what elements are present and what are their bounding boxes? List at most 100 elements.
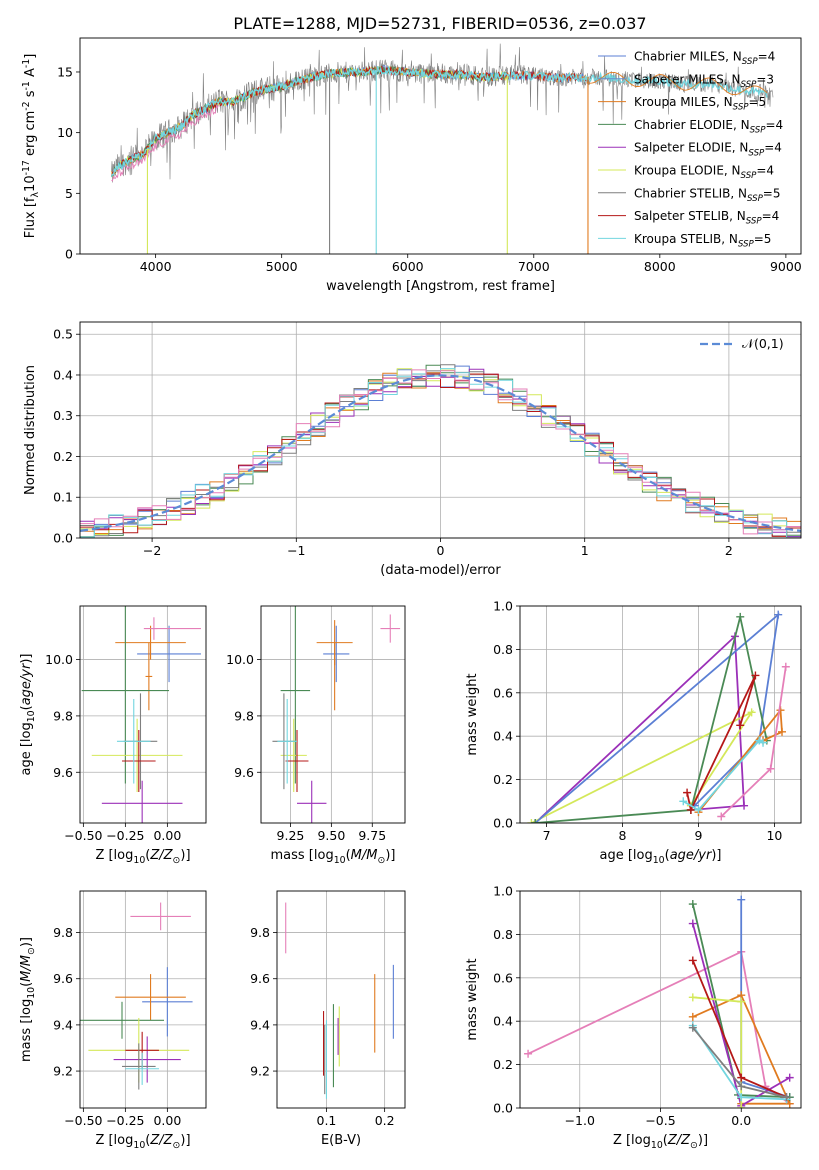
y-tick-label: 0.2 [53,449,73,464]
histogram-step-6 [80,373,801,537]
legend-label: Salpeter MILES, NSSP​=3 [634,72,774,90]
histogram-panel-plot-area [80,364,801,538]
x-axis-label: Z [log10​(Z/Z⊙​)] [95,848,190,866]
x-tick-label: 10 [766,828,782,843]
x-axis-label: age [log10​(age/yr)] [599,848,721,866]
figure-title: PLATE=1288, MJD=52731, FIBERID=0536, z=0… [233,14,646,33]
y-tick-label: 10 [57,125,73,140]
y-tick-label: 9.2 [53,1064,73,1079]
y-tick-label: 9.8 [53,708,73,723]
y-tick-label: 0.0 [493,816,513,831]
x-tick-label: 8 [619,828,627,843]
histogram-step-5 [80,364,801,537]
y-axis-label: mass [log10​(M/M⊙​)] [19,937,37,1062]
y-tick-label: 0.5 [53,327,73,342]
age-vs-Z-panel: −0.50 −0.25 0.00 9.6 9.8 10.0 Z [log10​(Z/Z⊙​)… [19,605,207,866]
y-tick-label: 0.6 [493,685,513,700]
y-tick-label: 9.2 [250,1064,270,1079]
y-tick-label: 9.4 [250,1017,270,1032]
plus-marker [683,788,692,797]
plus-marker [747,708,756,717]
x-axis-label: mass [log10​(M/M⊙​)] [271,848,396,866]
plus-marker [737,1104,746,1108]
mass-weight-vs-age-panel-overlay: 7 8 9 10 0.0 0.2 0.4 0.6 0.8 1.0 age [log10​(age/y… [465,599,802,866]
plus-marker [688,900,697,909]
y-tick-label: 9.8 [250,925,270,940]
gaussian-reference-line [80,374,801,532]
x-tick-label: −2 [143,543,161,558]
plus-marker [531,819,540,823]
age-vs-Z-panel-plot-area [81,606,201,823]
axes-frame [276,890,406,1109]
x-tick-label: 0.00 [153,828,181,843]
mass-weight-series-2 [534,612,780,823]
plus-marker [737,1093,746,1102]
y-tick-label: 0.4 [53,367,73,382]
axes-frame [260,605,406,824]
mass-weight-series-1 [740,899,790,1099]
plus-marker [688,1023,697,1032]
x-tick-label: 9000 [770,259,802,274]
mass-weight-vs-Z-panel: −1.0 −0.5 0.0 0.0 0.2 0.4 0.6 0.8 1.0 Z [log10​(Z… [465,884,802,1151]
spectrum-data-line [111,43,774,183]
legend-label: Chabrier MILES, NSSP​=4 [634,50,775,68]
legend-label: Salpeter STELIB, NSSP​=4 [634,209,779,227]
plus-marker [751,671,760,680]
spectrum-panel-plot-area [110,43,774,254]
x-axis-label: E(B-V) [321,1133,361,1148]
age-vs-Z-panel-overlay: −0.50 −0.25 0.00 9.6 9.8 10.0 Z [log10​(Z/Z⊙​)… [19,605,207,866]
histogram-panel-overlay: −2 −1 0 1 2 0.0 0.1 0.2 0.3 0.4 0.5 (data-model)/er… [23,321,802,578]
y-axis-label: mass weight [465,958,480,1040]
model-spectrum-6 [110,65,768,177]
x-tick-label: 8000 [644,259,676,274]
y-tick-label: 9.6 [234,765,254,780]
legend-label: Kroupa STELIB, NSSP​=5 [634,232,771,250]
x-tick-label: −0.50 [64,1113,102,1128]
x-tick-label: 9.25 [277,828,305,843]
plus-marker [524,1049,533,1058]
mass-weight-series-6 [691,960,787,1099]
age-vs-Z-panel-grid [80,606,206,823]
mass-vs-EBV-panel-plot-area [285,902,394,1099]
plus-marker [686,805,695,814]
mass-vs-EBV-panel-overlay: 0.1 0.2 9.2 9.4 9.6 9.8 E(B-V) [250,890,406,1148]
plus-marker [759,738,768,747]
x-tick-label: −0.25 [106,828,144,843]
x-tick-label: 9.75 [358,828,386,843]
y-tick-label: 0.3 [53,408,73,423]
x-tick-label: 5000 [266,259,298,274]
y-tick-label: 9.8 [53,925,73,940]
x-tick-label: −0.5 [645,1113,675,1128]
plus-marker [717,812,726,821]
spectrum-panel: 4000 5000 6000 7000 8000 9000 0 5 10 15 wavelength… [21,37,802,294]
x-tick-label: 0.1 [317,1113,337,1128]
plus-marker [679,797,688,806]
legend-label: Kroupa MILES, NSSP​=5 [634,95,766,113]
age-vs-mass-panel-plot-area [272,606,401,823]
plus-marker [527,819,536,823]
mass-vs-EBV-panel-grid [277,891,405,1108]
y-tick-label: 0.4 [493,729,513,744]
plus-marker [737,895,746,904]
y-axis-label: mass weight [465,673,480,755]
model-spectrum-tail [586,71,768,96]
x-tick-label: 0.2 [375,1113,395,1128]
mass-weight-vs-Z-panel-grid [520,890,801,1109]
mass-weight-series-5 [686,675,757,813]
y-tick-label: 9.6 [250,971,270,986]
y-tick-label: 9.4 [53,1017,73,1032]
axes-frame [79,37,802,255]
legend-label: Salpeter ELODIE, NSSP​=4 [634,141,782,159]
x-axis-label: wavelength [Angstrom, rest frame] [326,279,555,294]
x-tick-label: −0.25 [106,1113,144,1128]
axes-frame [519,605,802,824]
y-tick-label: 0.0 [493,1101,513,1116]
legend-label: Kroupa ELODIE, NSSP​=4 [634,164,774,182]
y-tick-label: 0.8 [493,927,513,942]
age-vs-mass-panel: 9.25 9.50 9.75 9.6 9.8 10.0 mass [log10​(M/M⊙​… [226,605,406,866]
model-spectrum-4 [111,104,219,182]
mass-weight-series-0 [534,634,745,823]
x-tick-label: −1 [287,543,305,558]
x-tick-label: 7000 [518,259,550,274]
x-tick-label: 1 [581,543,589,558]
